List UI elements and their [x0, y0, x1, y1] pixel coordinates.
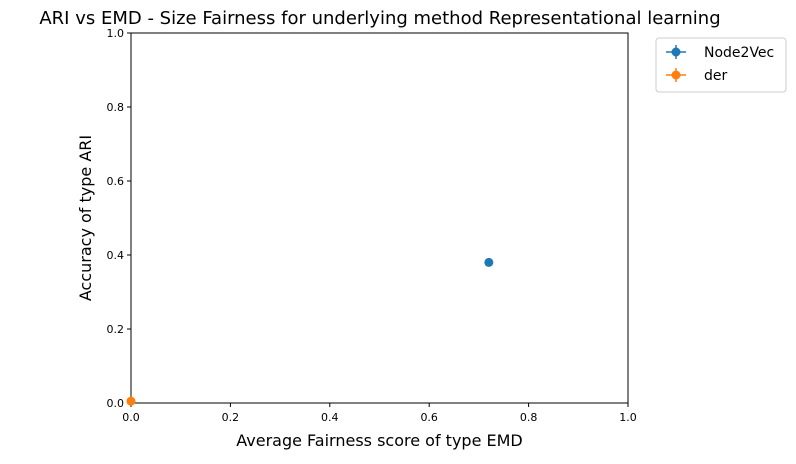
data-point-der — [126, 396, 136, 406]
x-tick-label: 0.4 — [321, 411, 339, 424]
x-tick-label: 1.0 — [619, 411, 637, 424]
y-tick-label: 0.8 — [107, 101, 125, 114]
y-axis-label: Accuracy of type ARI — [76, 135, 95, 301]
x-tick-label: 0.8 — [520, 411, 538, 424]
legend-entry-der: der — [666, 68, 728, 84]
legend-label: der — [704, 68, 728, 84]
y-tick-label: 0.0 — [107, 397, 125, 410]
plot-area — [130, 32, 629, 404]
legend-marker — [671, 47, 681, 57]
x-tick-label: 0.2 — [222, 411, 240, 424]
y-tick-label: 0.4 — [107, 249, 125, 262]
y-axis-ticks: 0.0 0.2 0.4 0.6 0.8 1.0 — [107, 27, 131, 410]
x-tick-label: 0.6 — [420, 411, 438, 424]
y-tick-label: 0.6 — [107, 175, 125, 188]
legend: Node2Vec der — [655, 37, 787, 93]
x-tick-label: 0.0 — [122, 411, 140, 424]
y-tick-label: 1.0 — [107, 27, 125, 40]
x-axis-ticks: 0.0 0.2 0.4 0.6 0.8 1.0 — [122, 403, 637, 424]
plot-frame — [130, 32, 629, 404]
chart-title: ARI vs EMD - Size Fairness for underlyin… — [39, 8, 720, 29]
legend-label: Node2Vec — [704, 45, 774, 61]
data-point-node2vec — [484, 257, 494, 267]
legend-frame — [655, 37, 787, 93]
legend-marker — [671, 70, 681, 80]
legend-entry-node2vec: Node2Vec — [666, 45, 774, 61]
data-points — [126, 257, 494, 406]
x-axis-label: Average Fairness score of type EMD — [236, 431, 522, 450]
y-tick-label: 0.2 — [107, 323, 125, 336]
